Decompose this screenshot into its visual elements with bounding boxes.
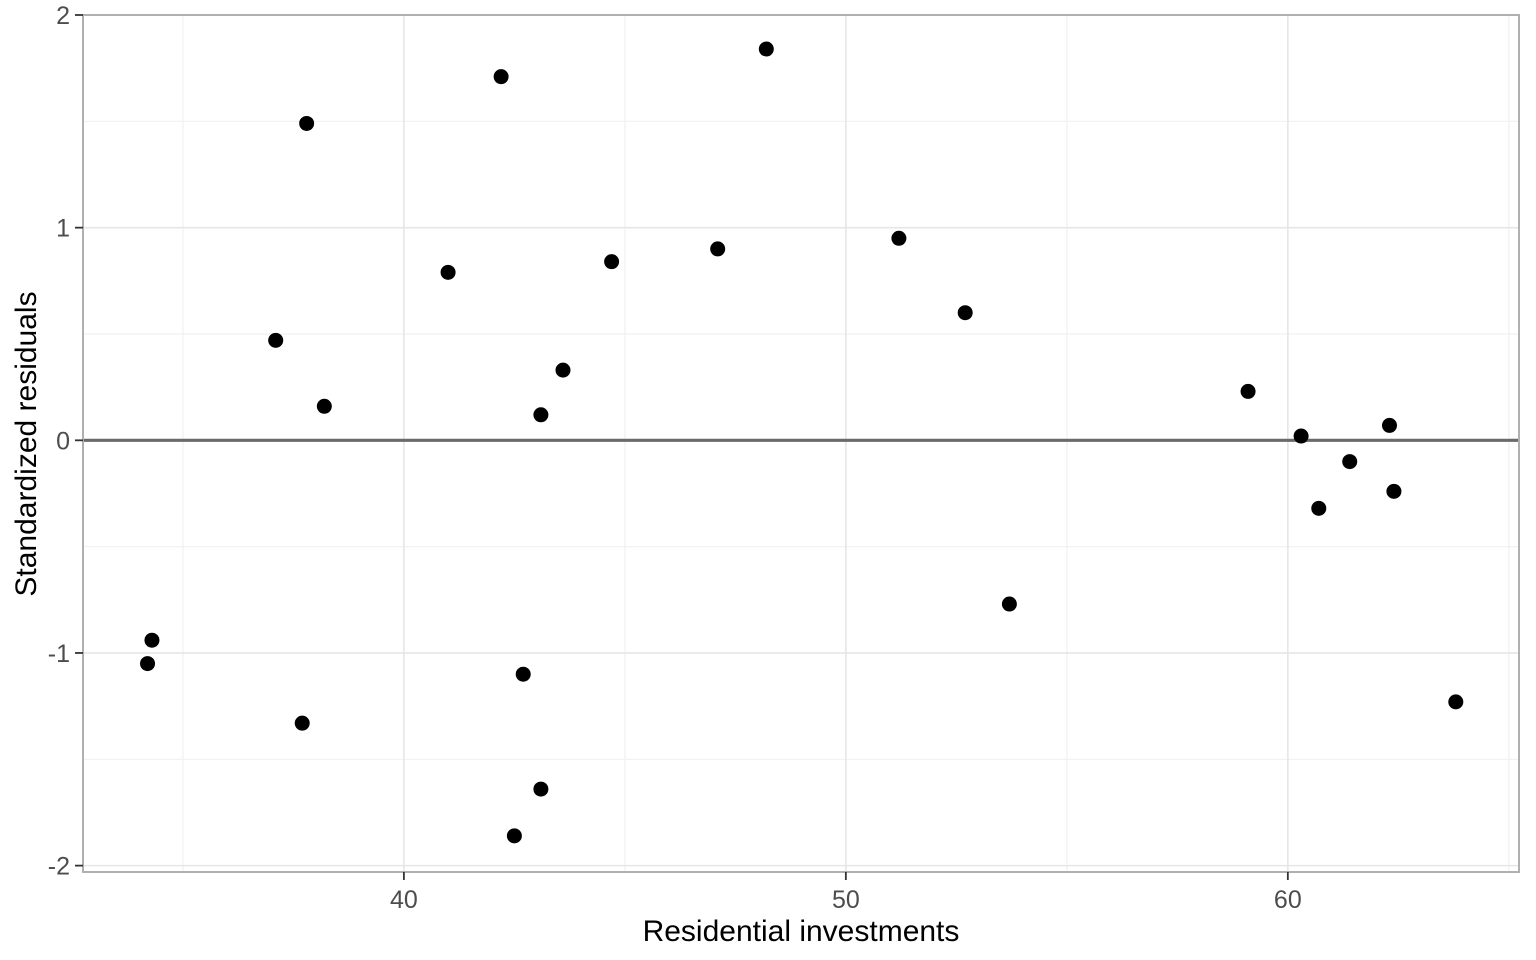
panel-border-layer — [82, 14, 1520, 873]
data-point — [957, 305, 973, 321]
data-point — [299, 115, 315, 131]
data-points-layer — [140, 41, 1464, 844]
data-point — [1311, 500, 1327, 516]
y-tick-label: 2 — [56, 2, 70, 30]
data-point — [758, 41, 774, 57]
axis-ticks-layer — [75, 14, 1289, 880]
x-tick-label: 40 — [390, 886, 418, 914]
data-point — [604, 254, 620, 270]
data-point — [555, 362, 571, 378]
data-point — [1448, 694, 1464, 710]
x-tick-label: 60 — [1274, 886, 1302, 914]
data-point — [294, 715, 310, 731]
data-point — [710, 241, 726, 257]
data-point — [506, 828, 522, 844]
data-point — [316, 398, 332, 414]
data-point — [1381, 417, 1397, 433]
data-point — [144, 632, 160, 648]
y-tick-label: 1 — [56, 215, 70, 243]
y-tick-label: -1 — [48, 640, 70, 668]
data-point — [1240, 383, 1256, 399]
minor-gridlines — [83, 15, 1519, 872]
data-point — [515, 666, 531, 682]
x-axis-tick-labels: 40 50 60 — [390, 886, 1302, 914]
y-tick-label: -2 — [48, 853, 70, 881]
y-axis-title: Standardized residuals — [10, 291, 43, 596]
data-point — [533, 407, 549, 423]
y-axis-tick-labels: -2 -1 0 1 2 — [48, 2, 70, 881]
data-point — [140, 656, 156, 672]
data-point — [1001, 596, 1017, 612]
data-point — [891, 230, 907, 246]
x-tick-label: 50 — [832, 886, 860, 914]
major-gridlines — [83, 14, 1519, 872]
data-point — [533, 781, 549, 797]
data-point — [1293, 428, 1309, 444]
data-point — [440, 264, 456, 280]
y-tick-label: 0 — [56, 427, 70, 455]
panel-border — [82, 14, 1520, 873]
data-point — [493, 69, 509, 85]
x-axis-title: Residential investments — [643, 915, 960, 948]
data-point — [268, 332, 284, 348]
data-point — [1386, 483, 1402, 499]
data-point — [1342, 454, 1358, 470]
